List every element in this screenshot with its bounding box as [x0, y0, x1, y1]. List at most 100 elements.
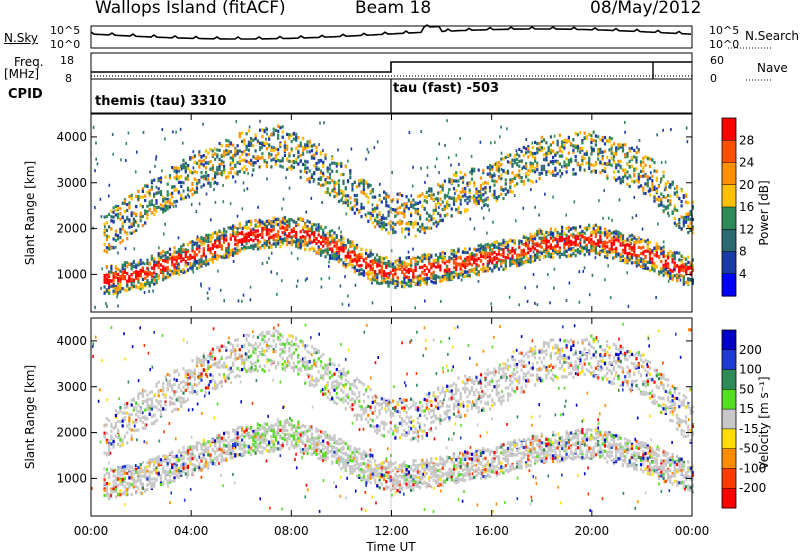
- echo-cell: [545, 141, 548, 145]
- echo-cell: [612, 142, 616, 146]
- echo-cell: [648, 189, 652, 193]
- echo-cell: [304, 223, 307, 227]
- echo-cell: [227, 246, 230, 250]
- echo-cell: [441, 207, 444, 211]
- echo-cell: [335, 162, 338, 166]
- echo-cell: [112, 292, 115, 296]
- echo-cell: [290, 167, 293, 171]
- echo-cell: [168, 192, 172, 196]
- echo-cell: [207, 258, 210, 262]
- echo-cell: [459, 190, 462, 194]
- echo-cell: [355, 185, 359, 189]
- echo-cell: [552, 252, 555, 256]
- echo-cell: [247, 226, 250, 230]
- echo-cell: [252, 239, 255, 243]
- echo-cell: [232, 226, 235, 230]
- echo-cell: [268, 222, 271, 226]
- echo-cell: [315, 161, 318, 166]
- echo-cell: [410, 200, 413, 205]
- echo-cell: [561, 252, 564, 256]
- echo-speckle: [290, 251, 293, 255]
- echo-speckle: [670, 128, 672, 131]
- echo-speckle: [306, 171, 308, 175]
- echo-cell: [204, 155, 208, 159]
- echo-speckle: [95, 157, 97, 161]
- echo-cell: [245, 246, 248, 250]
- echo-cell: [540, 164, 543, 168]
- echo-speckle: [142, 130, 145, 134]
- echo-cell: [455, 199, 458, 203]
- echo-cell: [419, 283, 422, 287]
- echo-cell: [527, 247, 530, 251]
- echo-cell: [572, 168, 575, 172]
- echo-cell: [529, 254, 532, 259]
- echo-cell: [306, 166, 309, 170]
- echo-cell: [504, 182, 507, 186]
- echo-cell: [468, 255, 471, 259]
- echo-cell: [561, 225, 564, 229]
- echo-cell: [680, 215, 683, 219]
- echo-cell: [141, 224, 144, 228]
- echo-cell: [117, 477, 120, 481]
- echo-speckle: [196, 235, 199, 239]
- echo-cell: [353, 193, 356, 198]
- echo-cell: [398, 281, 401, 285]
- echo-cell: [416, 207, 419, 212]
- echo-cell: [346, 240, 350, 244]
- echo-cell: [612, 176, 616, 180]
- echo-speckle: [206, 291, 209, 295]
- echo-cell: [108, 471, 111, 475]
- echo-cell: [540, 229, 543, 233]
- echo-cell: [538, 176, 541, 180]
- echo-speckle: [319, 121, 321, 125]
- echo-cell: [374, 278, 377, 282]
- echo-speckle: [439, 276, 441, 280]
- echo-cell: [256, 224, 259, 228]
- echo-cell: [211, 232, 214, 236]
- echo-speckle: [458, 163, 460, 166]
- echo-cell: [549, 245, 552, 249]
- echo-cell: [137, 263, 140, 267]
- echo-cell: [274, 222, 277, 226]
- echo-cell: [477, 264, 480, 268]
- echo-cell: [682, 282, 685, 286]
- echo-speckle: [223, 160, 225, 164]
- echo-cell: [545, 151, 548, 155]
- echo-cell: [304, 243, 307, 247]
- echo-cell: [538, 172, 541, 176]
- echo-speckle: [602, 216, 604, 220]
- echo-cell: [295, 132, 298, 136]
- echo-cell: [211, 164, 214, 168]
- echo-cell: [114, 238, 117, 242]
- echo-speckle: [462, 275, 464, 278]
- echo-cell: [279, 237, 282, 241]
- echo-cell: [367, 275, 370, 280]
- echo-cell: [243, 138, 246, 142]
- echo-cell: [243, 233, 246, 237]
- echo-cell: [425, 257, 428, 261]
- echo-cell: [491, 243, 494, 247]
- echo-cell: [153, 194, 156, 198]
- echo-cell: [612, 255, 616, 259]
- echo-cell: [112, 278, 115, 282]
- echo-cell: [423, 229, 426, 233]
- echo-cell: [439, 268, 442, 272]
- echo-speckle: [490, 302, 492, 306]
- echo-cell: [606, 139, 609, 143]
- echo-cell: [410, 222, 413, 226]
- echo-speckle: [515, 149, 518, 153]
- echo-cell: [236, 230, 239, 235]
- echo-cell: [295, 235, 298, 239]
- echo-cell: [238, 132, 241, 136]
- echo-speckle: [243, 188, 246, 192]
- echo-speckle: [584, 245, 587, 248]
- echo-speckle: [319, 176, 322, 180]
- echo-cell: [425, 217, 428, 221]
- echo-speckle: [671, 181, 674, 185]
- echo-cell: [171, 185, 174, 189]
- echo-cell: [281, 159, 284, 163]
- echo-cell: [218, 157, 221, 162]
- echo-cell: [236, 239, 239, 243]
- echo-cell: [365, 257, 368, 261]
- echo-cell: [547, 146, 550, 151]
